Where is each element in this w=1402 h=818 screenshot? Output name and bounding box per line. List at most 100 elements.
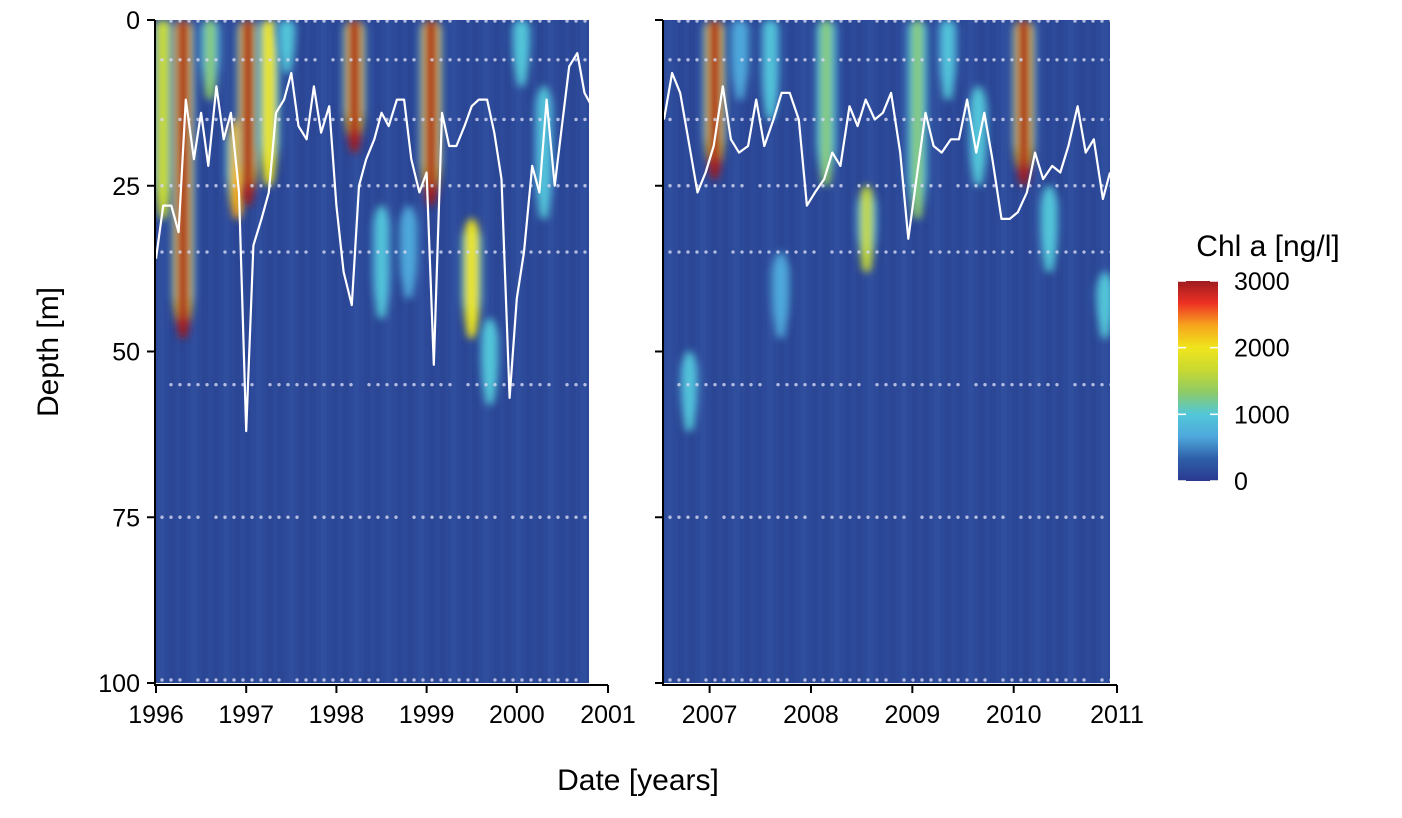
sample-point xyxy=(340,515,344,519)
sample-point xyxy=(286,117,290,122)
sample-point xyxy=(538,58,542,62)
sample-point xyxy=(1109,678,1110,682)
sample-point xyxy=(331,515,335,519)
sample-point xyxy=(250,58,254,62)
sample-point xyxy=(695,117,699,122)
sample-point xyxy=(430,117,434,122)
sample-point xyxy=(668,58,672,62)
sample-point xyxy=(749,20,753,23)
sample-point xyxy=(740,58,744,62)
sample-point xyxy=(830,515,834,519)
sample-point xyxy=(740,382,744,387)
sample-point xyxy=(884,515,888,519)
sample-point xyxy=(421,117,425,122)
sample-point xyxy=(223,184,227,188)
sample-point xyxy=(812,20,816,23)
sample-point xyxy=(556,678,560,682)
sample-point xyxy=(205,250,209,254)
sample-point xyxy=(331,678,335,682)
sample-point xyxy=(992,20,996,23)
sample-point xyxy=(520,678,524,682)
x-tick-label: 2010 xyxy=(986,701,1042,729)
sample-point xyxy=(776,20,780,23)
sample-point xyxy=(196,58,200,62)
sample-point xyxy=(776,382,780,387)
sample-point xyxy=(322,515,326,519)
texture-strip xyxy=(169,20,176,683)
sample-point xyxy=(205,382,209,387)
x-tick-label: 2008 xyxy=(783,701,839,729)
sample-point xyxy=(349,184,353,188)
sample-point xyxy=(349,382,353,387)
sample-point xyxy=(340,117,344,122)
sample-point xyxy=(538,117,542,122)
texture-strip xyxy=(364,20,371,683)
bloom-cell xyxy=(172,20,195,339)
sample-point xyxy=(902,515,906,519)
texture-strip xyxy=(978,20,985,683)
sample-point xyxy=(511,58,515,62)
sample-point xyxy=(520,20,524,23)
bloom-level xyxy=(243,20,253,206)
sample-point xyxy=(223,250,227,254)
sample-point xyxy=(547,515,551,519)
sample-point xyxy=(403,58,407,62)
sample-point xyxy=(232,184,236,188)
sample-point xyxy=(974,382,978,387)
sample-point xyxy=(295,58,299,62)
sample-point xyxy=(866,515,870,519)
sample-point xyxy=(511,678,515,682)
sample-point xyxy=(1100,58,1104,62)
sample-point xyxy=(385,184,389,188)
sample-point xyxy=(740,515,744,519)
sample-point xyxy=(304,184,308,188)
sample-point xyxy=(250,382,254,387)
sample-point xyxy=(902,20,906,23)
sample-point xyxy=(412,678,416,682)
sample-point xyxy=(713,117,717,122)
sample-point xyxy=(403,382,407,387)
panel-axes-2: 2007 2008 2009 2010 2011 xyxy=(655,19,1144,729)
sample-point xyxy=(475,382,479,387)
sample-point xyxy=(178,678,182,682)
bloom-level xyxy=(1019,20,1029,186)
sample-point xyxy=(920,20,924,23)
sample-point xyxy=(704,678,708,682)
sample-point xyxy=(785,20,789,23)
sample-point xyxy=(758,678,762,682)
sample-point xyxy=(331,58,335,62)
y-tick-label: 25 xyxy=(112,173,140,201)
sample-point xyxy=(929,382,933,387)
sample-point xyxy=(668,678,672,682)
sample-point xyxy=(740,20,744,23)
texture-strip xyxy=(558,20,565,683)
sample-point xyxy=(358,515,362,519)
sample-point xyxy=(884,678,888,682)
sample-point xyxy=(286,515,290,519)
sample-point xyxy=(331,250,335,254)
sample-point xyxy=(704,250,708,254)
sample-point xyxy=(965,117,969,122)
sample-point xyxy=(938,382,942,387)
texture-strip xyxy=(945,20,952,683)
sample-point xyxy=(1100,515,1104,519)
texture-strip xyxy=(878,20,885,683)
sample-point xyxy=(1010,250,1014,254)
bloom-cell xyxy=(478,318,501,405)
texture-strip xyxy=(472,20,479,683)
sample-point xyxy=(1046,20,1050,23)
panel-2 xyxy=(664,20,1110,683)
sample-point xyxy=(1055,250,1059,254)
sample-point xyxy=(277,250,281,254)
sample-point xyxy=(178,250,182,254)
sample-point xyxy=(668,184,672,188)
sample-point xyxy=(502,382,506,387)
sample-point xyxy=(830,382,834,387)
sample-point xyxy=(574,117,578,122)
sample-point xyxy=(259,678,263,682)
sample-point xyxy=(493,20,497,23)
texture-strip xyxy=(1067,20,1074,683)
sample-point xyxy=(349,515,353,519)
sample-point xyxy=(493,382,497,387)
sample-point xyxy=(1055,20,1059,23)
